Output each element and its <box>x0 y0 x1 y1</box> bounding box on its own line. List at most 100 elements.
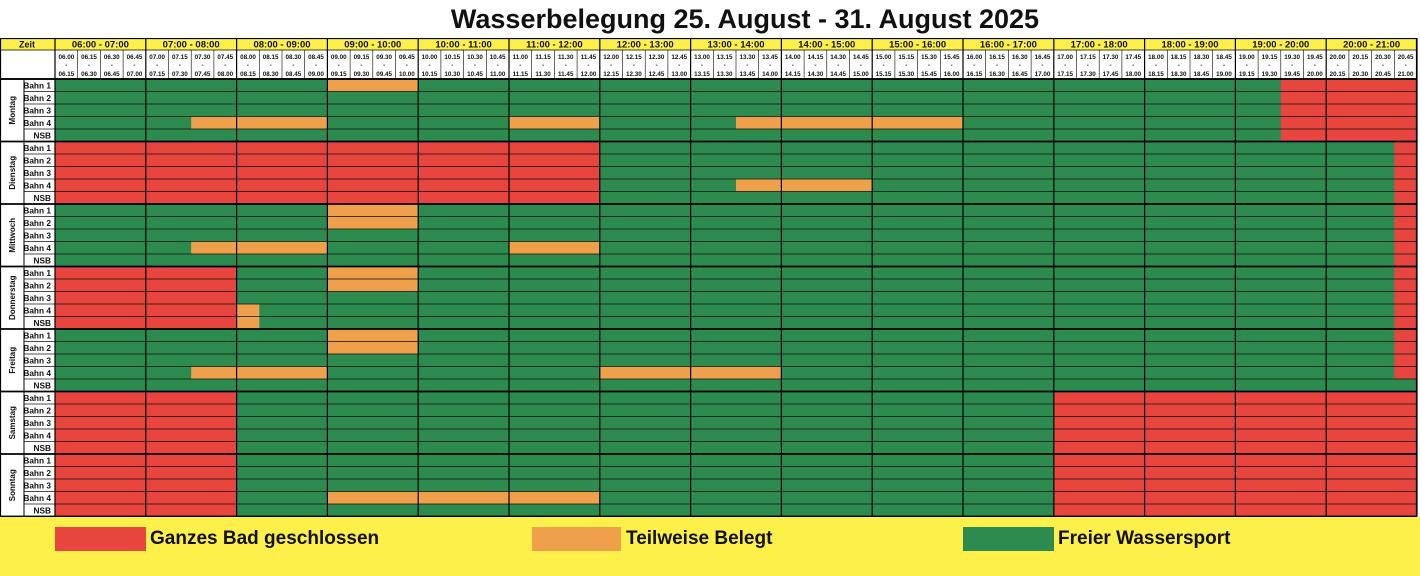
slot-dash: - <box>655 62 657 69</box>
lane-label: Bahn 2 <box>23 343 51 353</box>
slot-dash: - <box>179 62 181 69</box>
slot-start-label: 08.45 <box>308 54 324 61</box>
slot-end-label: 16.15 <box>966 71 982 78</box>
slot-start-label: 20.00 <box>1330 54 1346 61</box>
slot-start-label: 07.45 <box>217 54 233 61</box>
slot-end-label: 15.45 <box>921 71 937 78</box>
slot-dash: - <box>1019 62 1021 69</box>
slot-dash: - <box>882 62 884 69</box>
day-name-label: Donnerstag <box>8 275 17 320</box>
slot-end-label: 08.00 <box>217 71 233 78</box>
booking-block-closed <box>1280 79 1417 142</box>
slot-dash: - <box>1087 62 1089 69</box>
slot-dash: - <box>746 62 748 69</box>
slot-start-label: 11.45 <box>581 54 597 61</box>
slot-start-label: 09.00 <box>331 54 347 61</box>
slot-start-label: 15.15 <box>898 54 914 61</box>
grid-outer-border <box>0 38 1418 517</box>
slot-end-label: 17.30 <box>1080 71 1096 78</box>
slot-start-label: 09.15 <box>354 54 370 61</box>
slot-dash: - <box>1178 62 1180 69</box>
slot-start-label: 10.45 <box>490 54 506 61</box>
slot-end-label: 15.00 <box>853 71 869 78</box>
slot-end-label: 06.30 <box>81 71 97 78</box>
lane-label: Bahn 3 <box>23 168 51 178</box>
legend-label-closed: Ganzes Bad geschlossen <box>150 528 380 549</box>
free-background <box>55 329 1417 392</box>
slot-start-label: 06.00 <box>58 54 74 61</box>
slot-dash: - <box>678 62 680 69</box>
slot-start-label: 09.45 <box>399 54 415 61</box>
slot-start-label: 08.15 <box>263 54 279 61</box>
slot-end-label: 10.15 <box>422 71 438 78</box>
slot-end-label: 07.15 <box>149 71 165 78</box>
slot-end-label: 09.45 <box>376 71 392 78</box>
slot-start-label: 10.30 <box>467 54 483 61</box>
slot-end-label: 19.45 <box>1284 71 1300 78</box>
slot-start-label: 10.15 <box>444 54 460 61</box>
slot-start-label: 16.15 <box>989 54 1005 61</box>
slot-end-label: 18.30 <box>1171 71 1187 78</box>
lane-label: NSB <box>33 380 51 390</box>
slot-dash: - <box>1314 62 1316 69</box>
slot-start-label: 18.00 <box>1148 54 1164 61</box>
slot-start-label: 16.45 <box>1035 54 1051 61</box>
legend: Ganzes Bad geschlossen Teilweise Belegt … <box>0 517 1420 576</box>
hour-range-label: 20:00 - 21:00 <box>1343 40 1400 51</box>
slot-dash: - <box>360 62 362 69</box>
slot-end-label: 11.00 <box>490 71 506 78</box>
slot-start-label: 17.45 <box>1125 54 1141 61</box>
slot-start-label: 08.00 <box>240 54 256 61</box>
slot-start-label: 18.15 <box>1171 54 1187 61</box>
slot-dash: - <box>814 62 816 69</box>
slot-end-label: 18.45 <box>1193 71 1209 78</box>
slot-end-label: 19.30 <box>1262 71 1278 78</box>
slot-start-label: 16.00 <box>966 54 982 61</box>
slot-dash: - <box>1064 62 1066 69</box>
lane-label: Bahn 3 <box>23 355 51 365</box>
slot-start-label: 19.15 <box>1262 54 1278 61</box>
hour-range-label: 17:00 - 18:00 <box>1071 40 1128 51</box>
day-name-label: Montag <box>8 96 17 125</box>
hour-range-label: 07:00 - 08:00 <box>163 40 220 51</box>
slot-start-label: 17.30 <box>1103 54 1119 61</box>
slot-end-label: 20.45 <box>1375 71 1391 78</box>
hour-range-label: 09:00 - 10:00 <box>344 40 401 51</box>
hour-range-label: 15:00 - 16:00 <box>889 40 946 51</box>
slot-end-label: 20.30 <box>1352 71 1368 78</box>
booking-block-closed <box>1394 204 1417 267</box>
slot-start-label: 17.15 <box>1080 54 1096 61</box>
slot-start-label: 06.30 <box>104 54 120 61</box>
slot-dash: - <box>1041 62 1043 69</box>
slot-dash: - <box>1291 62 1293 69</box>
slot-end-label: 09.00 <box>308 71 324 78</box>
lane-label: Bahn 2 <box>23 93 51 103</box>
slot-end-label: 20.00 <box>1307 71 1323 78</box>
lane-label: Bahn 3 <box>23 418 51 428</box>
slot-end-label: 12.15 <box>603 71 619 78</box>
lane-label: Bahn 1 <box>23 205 51 215</box>
lane-label: Bahn 4 <box>23 180 51 190</box>
lane-label: NSB <box>33 255 51 265</box>
slot-end-label: 14.00 <box>762 71 778 78</box>
booking-block-partial <box>509 241 600 254</box>
slot-end-label: 10.30 <box>444 71 460 78</box>
slot-end-label: 17.00 <box>1035 71 1051 78</box>
header-row-hours <box>0 38 1417 50</box>
slot-dash: - <box>406 62 408 69</box>
hour-range-label: 19:00 - 20:00 <box>1252 40 1309 51</box>
lane-label: Bahn 2 <box>23 155 51 165</box>
slot-dash: - <box>383 62 385 69</box>
slot-dash: - <box>792 62 794 69</box>
day-label-column <box>0 329 55 392</box>
lane-label: Bahn 3 <box>23 230 51 240</box>
slot-start-label: 14.30 <box>830 54 846 61</box>
slot-end-label: 15.30 <box>898 71 914 78</box>
slot-dash: - <box>860 62 862 69</box>
slot-dash: - <box>996 62 998 69</box>
slot-dash: - <box>315 62 317 69</box>
free-background <box>55 204 1417 267</box>
lane-label: Bahn 2 <box>23 468 51 478</box>
hour-range-label: 14:00 - 15:00 <box>798 40 855 51</box>
lane-label: Bahn 3 <box>23 105 51 115</box>
